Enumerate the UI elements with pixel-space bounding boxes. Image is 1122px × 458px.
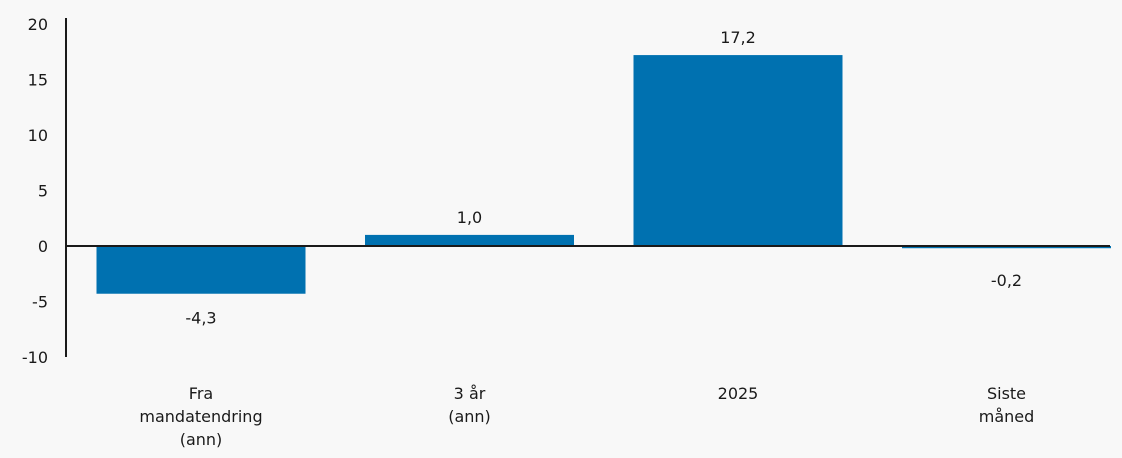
category-labels: Fra mandatendring (ann) 3 år (ann) 2025 Siste m… — [139, 384, 1034, 449]
bars — [96, 55, 1111, 294]
y-tick-label: 15 — [28, 71, 48, 90]
data-label: 17,2 — [720, 28, 756, 47]
bar — [365, 234, 574, 246]
bar — [96, 246, 306, 294]
y-tick-label: 10 — [28, 126, 48, 145]
data-label: -0,2 — [991, 271, 1022, 290]
data-label: 1,0 — [457, 208, 482, 227]
y-tick-label: 20 — [28, 15, 48, 34]
y-axis-ticks: 20 15 10 5 0 -5 -10 — [22, 15, 48, 367]
data-labels: -4,3 1,0 17,2 -0,2 — [185, 28, 1022, 328]
bar — [633, 55, 843, 246]
category-label: Siste måned — [979, 384, 1035, 426]
y-tick-label: 0 — [38, 237, 48, 256]
y-tick-label: -5 — [32, 293, 48, 312]
y-tick-label: -10 — [22, 348, 48, 367]
category-label: 3 år (ann) — [448, 384, 491, 426]
bar — [902, 246, 1111, 249]
category-label: 2025 — [718, 384, 759, 403]
y-tick-label: 5 — [38, 182, 48, 201]
data-label: -4,3 — [185, 309, 216, 328]
category-label: Fra mandatendring (ann) — [139, 384, 262, 449]
